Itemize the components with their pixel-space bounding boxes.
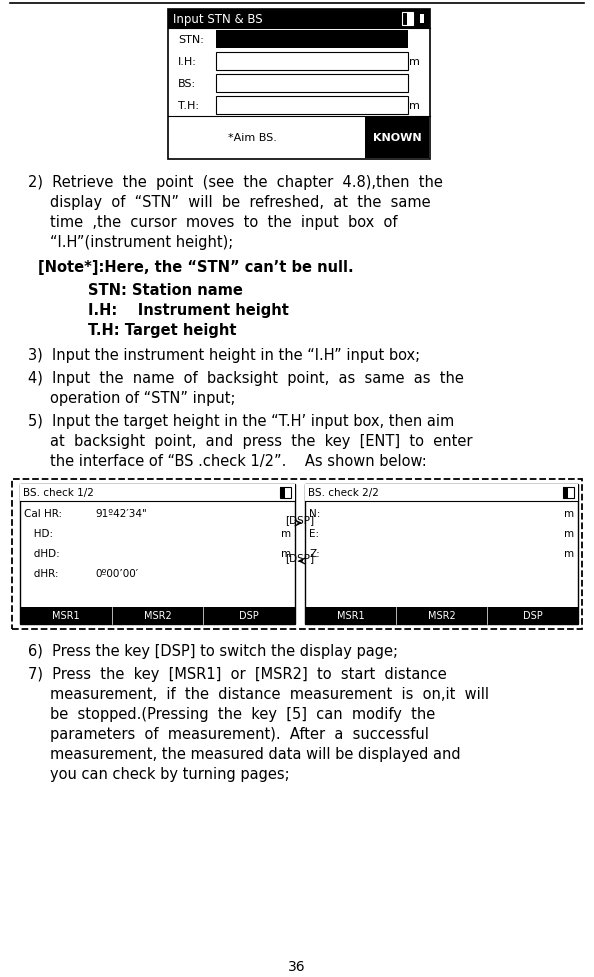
Bar <box>563 488 568 498</box>
Text: m: m <box>409 57 420 67</box>
Bar <box>216 31 408 49</box>
Text: MSR2: MSR2 <box>428 611 456 620</box>
Text: BS. check 2/2: BS. check 2/2 <box>308 488 379 498</box>
Bar <box>415 15 424 24</box>
Text: I.H:: I.H: <box>178 57 197 67</box>
Text: Cal HR:: Cal HR: <box>24 508 62 519</box>
Bar <box>20 608 295 624</box>
Text: the interface of “BS .check 1/2”.    As shown below:: the interface of “BS .check 1/2”. As sho… <box>50 453 426 469</box>
Text: MSR1: MSR1 <box>52 611 80 620</box>
Text: 2)  Retrieve  the  point  (see  the  chapter  4.8),then  the: 2) Retrieve the point (see the chapter 4… <box>28 175 443 190</box>
Text: T.H: Target height: T.H: Target height <box>88 322 236 338</box>
Bar <box>216 53 408 71</box>
Text: Z:: Z: <box>309 548 320 559</box>
Bar <box>365 118 429 159</box>
Text: E:: E: <box>309 529 319 538</box>
Text: operation of “STN” input;: operation of “STN” input; <box>50 391 235 405</box>
Text: m: m <box>281 529 291 538</box>
Text: display  of  “STN”  will  be  refreshed,  at  the  same: display of “STN” will be refreshed, at t… <box>50 194 431 210</box>
Text: BS:: BS: <box>178 79 196 89</box>
Bar <box>402 13 407 26</box>
Text: STN: Station name: STN: Station name <box>88 282 243 298</box>
Bar <box>305 485 578 624</box>
Bar <box>20 485 295 501</box>
Text: at  backsight  point,  and  press  the  key  [ENT]  to  enter: at backsight point, and press the key [E… <box>50 434 472 448</box>
Bar <box>402 13 413 26</box>
Text: you can check by turning pages;: you can check by turning pages; <box>50 766 290 782</box>
Text: time  ,the  cursor  moves  to  the  input  box  of: time ,the cursor moves to the input box … <box>50 215 397 230</box>
Bar <box>305 608 578 624</box>
Text: measurement, the measured data will be displayed and: measurement, the measured data will be d… <box>50 746 460 761</box>
Bar <box>280 488 285 498</box>
Text: [DSP]: [DSP] <box>286 515 315 525</box>
Text: m: m <box>409 101 420 110</box>
Bar <box>168 10 430 29</box>
Text: m: m <box>564 529 574 538</box>
Text: dHD:: dHD: <box>24 548 60 559</box>
Text: m: m <box>564 548 574 559</box>
Bar <box>402 13 413 26</box>
Text: HD:: HD: <box>24 529 53 538</box>
Text: MSR2: MSR2 <box>144 611 172 620</box>
Text: DSP: DSP <box>239 611 259 620</box>
Bar <box>168 10 430 160</box>
Text: I.H:    Instrument height: I.H: Instrument height <box>88 303 289 318</box>
Text: T.H:: T.H: <box>178 101 199 110</box>
Text: BS. check 1/2: BS. check 1/2 <box>23 488 94 498</box>
Text: measurement,  if  the  distance  measurement  is  on,it  will: measurement, if the distance measurement… <box>50 686 489 701</box>
Text: DSP: DSP <box>523 611 542 620</box>
Bar <box>12 480 582 629</box>
Text: “I.H”(instrument height);: “I.H”(instrument height); <box>50 234 233 250</box>
Bar <box>216 97 408 115</box>
Text: m: m <box>564 508 574 519</box>
Text: N:: N: <box>309 508 320 519</box>
Text: 6)  Press the key [DSP] to switch the display page;: 6) Press the key [DSP] to switch the dis… <box>28 643 398 658</box>
Text: parameters  of  measurement).  After  a  successful: parameters of measurement). After a succ… <box>50 726 429 742</box>
Text: [Note*]:Here, the “STN” can’t be null.: [Note*]:Here, the “STN” can’t be null. <box>38 260 353 275</box>
Text: be  stopped.(Pressing  the  key  [5]  can  modify  the: be stopped.(Pressing the key [5] can mod… <box>50 706 435 721</box>
Bar <box>563 488 574 498</box>
Text: [DSP]: [DSP] <box>286 552 315 563</box>
Text: Input STN & BS: Input STN & BS <box>173 13 263 26</box>
Bar <box>216 75 408 93</box>
Text: 3)  Input the instrument height in the “I.H” input box;: 3) Input the instrument height in the “I… <box>28 348 420 362</box>
Text: m: m <box>281 548 291 559</box>
Bar <box>415 15 420 24</box>
Bar <box>305 485 578 501</box>
Text: 7)  Press  the  key  [MSR1]  or  [MSR2]  to  start  distance: 7) Press the key [MSR1] or [MSR2] to sta… <box>28 666 447 681</box>
Bar <box>280 488 291 498</box>
Text: KNOWN: KNOWN <box>372 134 421 144</box>
Bar <box>20 485 295 624</box>
Text: 5)  Input the target height in the “T.H’ input box, then aim: 5) Input the target height in the “T.H’ … <box>28 413 454 429</box>
Text: 4)  Input  the  name  of  backsight  point,  as  same  as  the: 4) Input the name of backsight point, as… <box>28 370 464 386</box>
Text: 91º42′34": 91º42′34" <box>95 508 147 519</box>
Text: 36: 36 <box>288 959 306 973</box>
Text: MSR1: MSR1 <box>337 611 364 620</box>
Text: *Aim BS.: *Aim BS. <box>228 134 277 144</box>
Text: 0º00’00′: 0º00’00′ <box>95 569 138 578</box>
Text: STN:: STN: <box>178 35 204 45</box>
Text: dHR:: dHR: <box>24 569 58 578</box>
